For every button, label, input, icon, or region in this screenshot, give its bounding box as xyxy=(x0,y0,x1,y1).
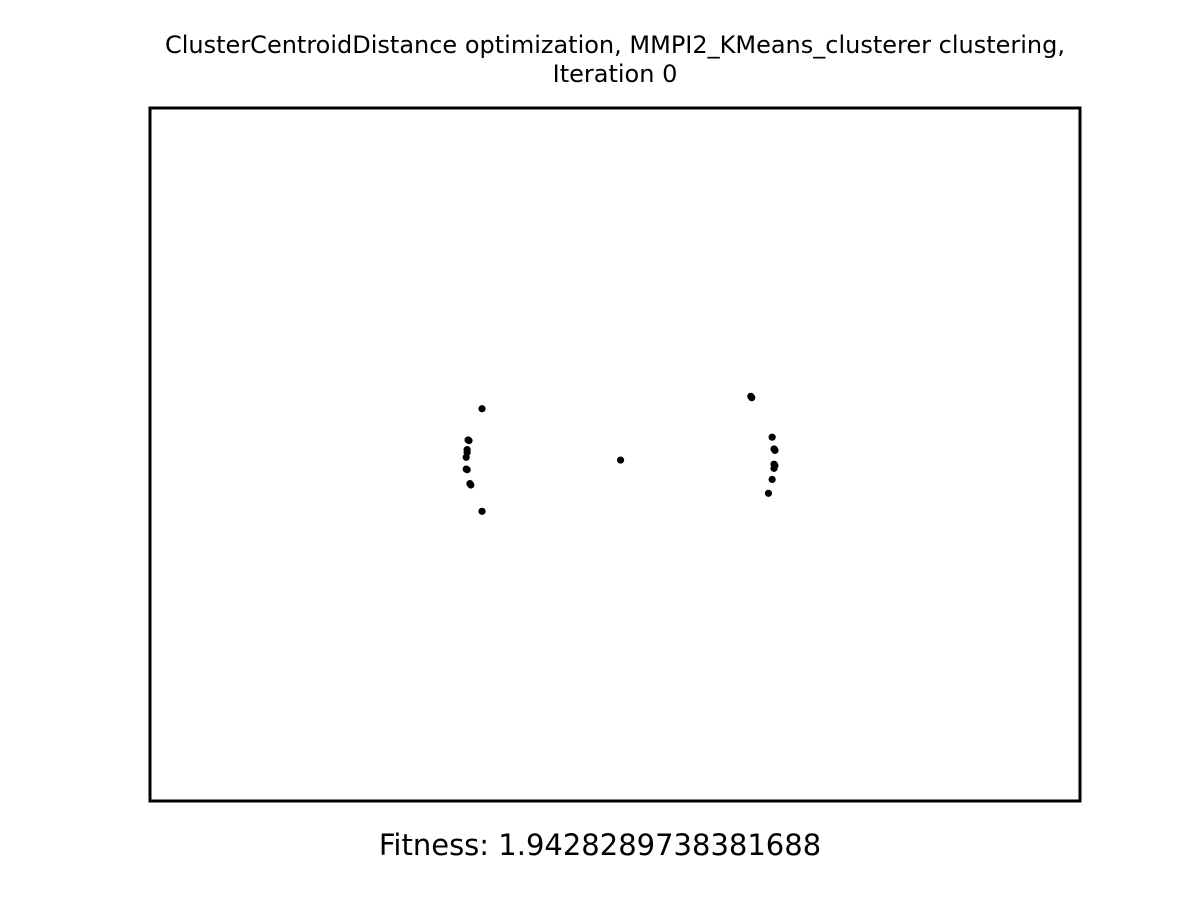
scatter-point xyxy=(616,456,625,464)
scatter-point xyxy=(768,475,776,484)
axes-frame xyxy=(148,106,1082,803)
scatter-point xyxy=(764,489,773,497)
fitness-annotation: Fitness: 1.9428289738381688 xyxy=(378,828,822,862)
scatter-point xyxy=(467,481,475,489)
scatter-point xyxy=(768,433,776,441)
scatter-point xyxy=(771,446,779,454)
scatter-point xyxy=(478,507,486,515)
chart-title-line-1: ClusterCentroidDistance optimization, MM… xyxy=(165,31,1065,59)
chart-title: ClusterCentroidDistance optimization, MM… xyxy=(0,31,1200,89)
scatter-points xyxy=(462,392,779,515)
scatter-point xyxy=(478,405,486,413)
chart-subtitle: Iteration 0 xyxy=(552,60,678,88)
scatter-point xyxy=(748,394,756,402)
scatter-point xyxy=(463,466,471,474)
scatter-point xyxy=(770,464,778,472)
scatter-point xyxy=(465,437,473,445)
scatter-point xyxy=(462,453,470,461)
